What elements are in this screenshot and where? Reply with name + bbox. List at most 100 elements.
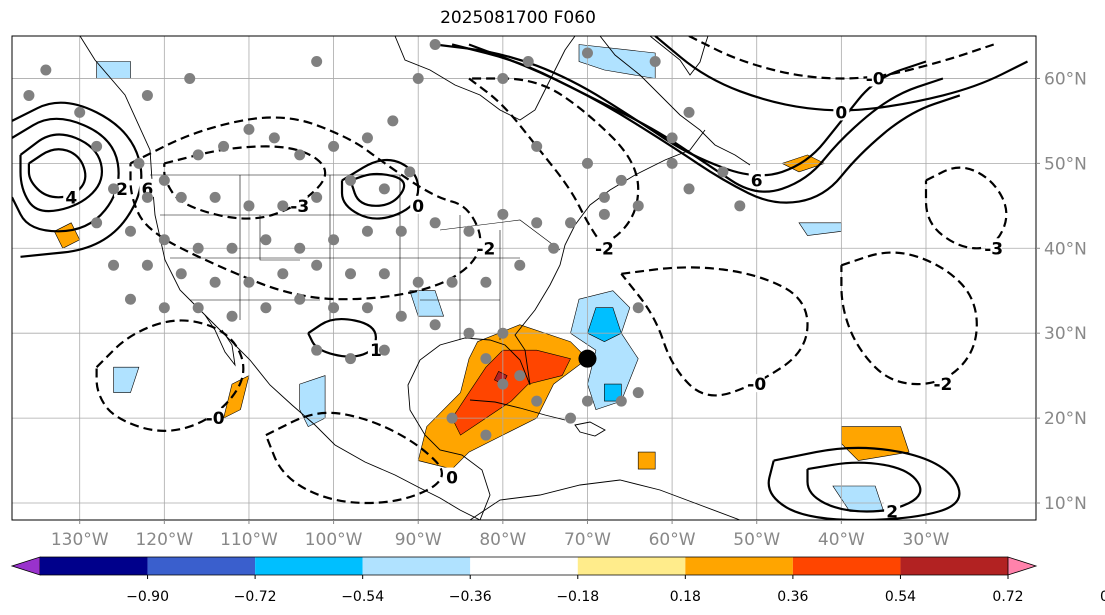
- contour-label-15: -3: [290, 197, 309, 217]
- coastline-labrador: [599, 36, 751, 166]
- station-marker-63: [548, 242, 560, 254]
- contour-label-6: 1: [370, 341, 382, 361]
- station-marker-51: [141, 259, 153, 271]
- lon-tick-label-9: 40°W: [818, 530, 865, 550]
- colorbar-tick-label-2: −0.54: [341, 589, 384, 605]
- station-marker-40: [328, 234, 340, 246]
- colorbar-segment-3: [362, 557, 471, 575]
- contour-label-3: 6: [141, 180, 153, 200]
- contour-negative-20: [840, 251, 978, 386]
- station-marker-32: [404, 166, 416, 178]
- colorbar-segment-0: [40, 557, 148, 575]
- lat-tick-label-1: 50°N: [1044, 154, 1087, 174]
- contour-negative-17: [95, 319, 245, 432]
- lon-tick-label-8: 50°W: [733, 530, 780, 550]
- colorbar-segment-1: [147, 557, 256, 575]
- station-marker-31: [378, 183, 390, 195]
- station-marker-48: [598, 208, 610, 220]
- contour-label-11: 2: [886, 503, 898, 523]
- station-marker-18: [268, 132, 280, 144]
- shaded-region-9: [113, 366, 140, 393]
- contour-negative-19: [620, 266, 809, 397]
- station-marker-21: [361, 132, 373, 144]
- contour-negative-13: [688, 36, 995, 80]
- station-marker-84: [581, 395, 593, 407]
- station-marker-5: [311, 55, 323, 67]
- station-marker-59: [412, 276, 424, 288]
- station-marker-20: [328, 140, 340, 152]
- colorbar-tick-label-5: 0.18: [670, 589, 701, 605]
- lon-tick-label-5: 80°W: [479, 530, 526, 550]
- shaded-region-1: [451, 349, 571, 436]
- contour-positive-5: [340, 158, 420, 220]
- contour-negative-21: [924, 166, 1008, 250]
- station-marker-66: [192, 302, 204, 314]
- station-marker-41: [361, 225, 373, 237]
- station-marker-49: [632, 200, 644, 212]
- lat-tick-labels: 60°N 50°N 40°N 30°N 20°N 10°N: [1036, 69, 1087, 514]
- station-marker-91: [615, 174, 627, 186]
- station-marker-38: [260, 234, 272, 246]
- station-marker-65: [158, 302, 170, 314]
- contour-label-2: 2: [116, 180, 128, 200]
- station-marker-55: [277, 268, 289, 280]
- lat-tick-label-5: 10°N: [1044, 494, 1087, 514]
- station-marker-25: [175, 191, 187, 203]
- lon-tick-label-7: 60°W: [649, 530, 696, 550]
- station-marker-58: [378, 268, 390, 280]
- colorbar-segment-6: [685, 557, 793, 575]
- contour-label-bg-5: [410, 195, 427, 214]
- contour-label-19: -0: [747, 375, 766, 395]
- station-marker-7: [429, 38, 441, 50]
- coastline-north-america-west: [79, 36, 481, 520]
- station-marker-57: [345, 268, 357, 280]
- contour-positive-11: [806, 461, 922, 513]
- station-marker-72: [395, 310, 407, 322]
- colorbar-tick-label-9: 0.90: [1100, 589, 1105, 605]
- station-marker-0: [23, 89, 35, 101]
- contour-label-5: 0: [412, 197, 424, 217]
- station-marker-99: [581, 157, 593, 169]
- colorbar-segment-5: [577, 557, 686, 575]
- station-marker-16: [218, 140, 230, 152]
- contour-label-bg-21: [985, 238, 1002, 257]
- station-marker-61: [480, 276, 492, 288]
- lon-tick-label-2: 110°W: [220, 530, 278, 550]
- colorbar-outline: [40, 556, 1008, 576]
- station-marker-71: [361, 302, 373, 314]
- station-marker-23: [108, 183, 120, 195]
- station-marker-14: [158, 174, 170, 186]
- station-marker-83: [565, 412, 577, 424]
- station-marker-88: [683, 183, 695, 195]
- chart-title: 2025081700 F060: [440, 8, 596, 28]
- highlight-point: [578, 349, 597, 368]
- colorbar-tick-label-7: 0.54: [885, 589, 916, 605]
- contour-label-bg-19: [748, 374, 765, 393]
- lat-tick-label-2: 40°N: [1044, 239, 1087, 259]
- station-marker-82: [531, 395, 543, 407]
- station-marker-3: [141, 89, 153, 101]
- coastline-cuba: [469, 399, 566, 421]
- contour-label-bg-10: [833, 102, 850, 121]
- contour-label-10: 0: [835, 103, 847, 123]
- station-marker-22: [387, 115, 399, 127]
- contour-positive-6: [307, 317, 378, 358]
- contour-label-bg-0: [63, 187, 80, 206]
- lon-tick-label-6: 70°W: [564, 530, 611, 550]
- contour-label-bg-2: [114, 178, 131, 197]
- contour-positive-2: [12, 117, 120, 233]
- station-marker-52: [175, 268, 187, 280]
- station-marker-85: [615, 395, 627, 407]
- contour-positive-0: [27, 148, 87, 199]
- coastline-hudson: [394, 36, 576, 121]
- station-marker-78: [378, 344, 390, 356]
- contour-label-bg-11: [884, 501, 901, 520]
- colorbar-segment-8: [900, 557, 1008, 575]
- station-marker-44: [463, 225, 475, 237]
- colorbar-extend-max: [1007, 556, 1038, 576]
- colorbar-segment-2: [255, 557, 363, 575]
- colorbar: −0.90 −0.72 −0.54 −0.36 −0.18 0.18 0.36 0.54 0.7…: [10, 556, 1105, 605]
- station-marker-13: [133, 157, 145, 169]
- station-marker-8: [497, 72, 509, 84]
